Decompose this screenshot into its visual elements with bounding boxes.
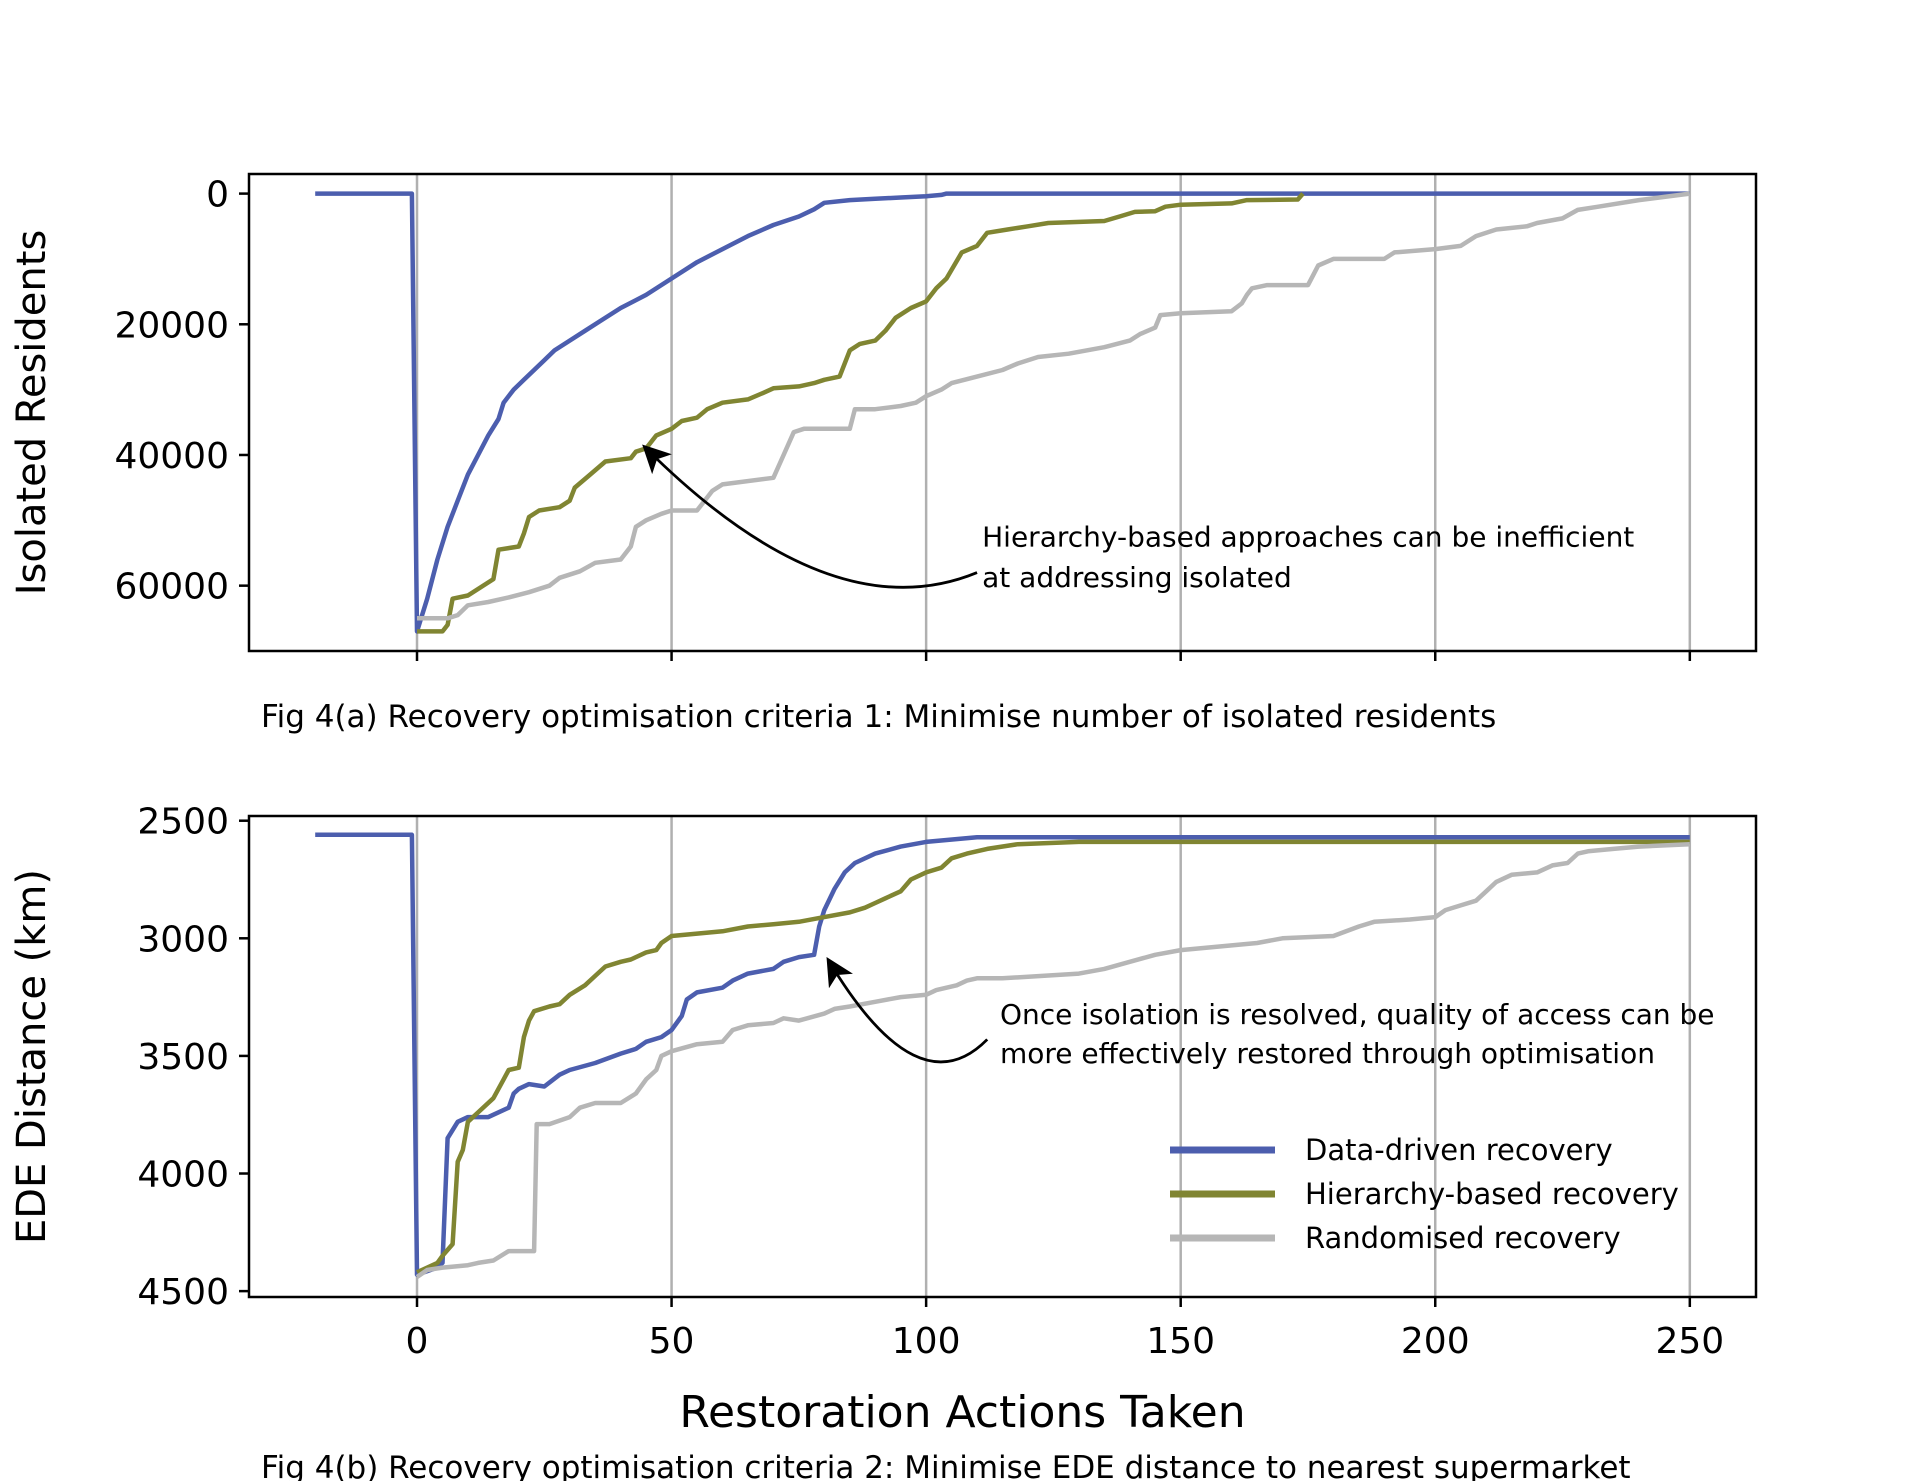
y-tick-label: 4000	[137, 1155, 229, 1196]
y-tick-label: 60000	[114, 567, 229, 608]
y-tick-label: 20000	[114, 305, 229, 346]
x-tick-label: 50	[649, 1321, 695, 1362]
x-tick-label: 100	[892, 1321, 961, 1362]
y-tick-label: 3000	[137, 919, 229, 960]
legend-entry: Data-driven recovery	[1305, 1133, 1613, 1167]
x-tick-label: 0	[406, 1321, 429, 1362]
legend-entry: Hierarchy-based recovery	[1305, 1177, 1679, 1211]
x-tick-label: 200	[1401, 1321, 1470, 1362]
x-tick-label: 150	[1146, 1321, 1215, 1362]
y-tick-label: 0	[206, 175, 229, 216]
annotation-text-line-2: more effectively restored through optimi…	[1000, 1037, 1655, 1070]
annotation-text-line-2: at addressing isolated	[982, 561, 1292, 594]
annotation-text-line-1: Hierarchy-based approaches can be ineffi…	[982, 520, 1634, 553]
y-tick-label: 4500	[137, 1272, 229, 1313]
figure-caption: Fig 4(b) Recovery optimisation criteria …	[261, 1450, 1631, 1481]
series-line-randomised-recovery	[417, 191, 1691, 621]
series-line-hierarchy-based-recovery	[416, 839, 1690, 1275]
annotation-text-line-1: Once isolation is resolved, quality of a…	[1000, 998, 1715, 1031]
chart-panel-ede-distance: Once isolation is resolved, quality of a…	[9, 802, 1758, 1481]
legend-entry: Randomised recovery	[1305, 1221, 1621, 1255]
x-axis-label: Restoration Actions Taken	[679, 1387, 1245, 1438]
y-axis-label: EDE Distance (km)	[9, 869, 55, 1244]
legend: Data-driven recovery Hierarchy-based reco…	[1170, 1133, 1679, 1255]
y-axis-label: Isolated Residents	[9, 230, 55, 596]
axes-frame	[247, 172, 1758, 653]
annotation-arrow	[642, 444, 978, 589]
series-line-hierarchy-based-recovery	[417, 192, 1305, 634]
x-tick-label: 250	[1655, 1321, 1724, 1362]
figure-caption: Fig 4(a) Recovery optimisation criteria …	[261, 699, 1496, 735]
annotation-arrow	[826, 957, 989, 1064]
series-line-data-driven-recovery	[315, 832, 1690, 1277]
chart-panel-isolated-residents: Hierarchy-based approaches can be ineffi…	[9, 172, 1758, 735]
series-line-randomised-recovery	[415, 841, 1690, 1279]
y-tick-label: 3500	[137, 1037, 229, 1078]
y-tick-label: 40000	[114, 436, 229, 477]
series-line-data-driven-recovery	[315, 191, 1690, 634]
y-tick-label: 2500	[137, 802, 229, 843]
